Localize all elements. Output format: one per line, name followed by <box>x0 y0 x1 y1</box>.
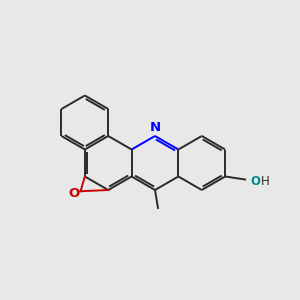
Text: N: N <box>149 121 161 134</box>
Text: H: H <box>261 175 269 188</box>
Text: O: O <box>68 187 79 200</box>
Text: O: O <box>250 175 260 188</box>
